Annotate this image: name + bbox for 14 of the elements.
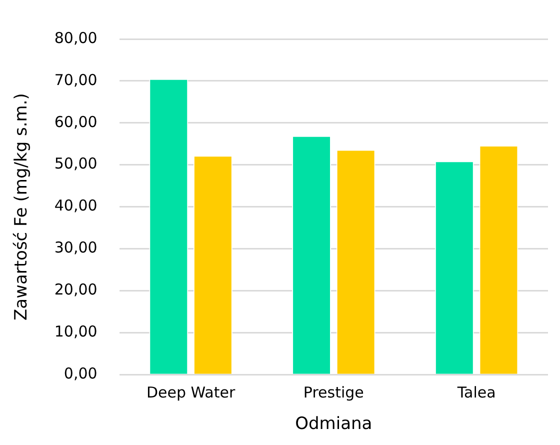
y-tick-label: 70,00 <box>54 70 98 89</box>
y-tick-label: 10,00 <box>54 322 98 341</box>
y-tick-label: 20,00 <box>54 280 98 299</box>
y-tick-label: 80,00 <box>54 28 98 47</box>
y-tick-label: 30,00 <box>54 238 98 257</box>
y-tick-label: 60,00 <box>54 112 98 131</box>
y-tick-label: 40,00 <box>54 196 98 215</box>
x-tick-label: Prestige <box>303 383 364 402</box>
y-tick-label: 50,00 <box>54 154 98 173</box>
x-tick-label: Talea <box>456 383 496 402</box>
x-tick-label: Deep Water <box>146 383 236 402</box>
x-axis-title: Odmiana <box>295 414 372 434</box>
y-axis-title: Zawartość Fe (mg/kg s.m.) <box>12 93 32 320</box>
y-tick-label: 0,00 <box>64 364 98 382</box>
